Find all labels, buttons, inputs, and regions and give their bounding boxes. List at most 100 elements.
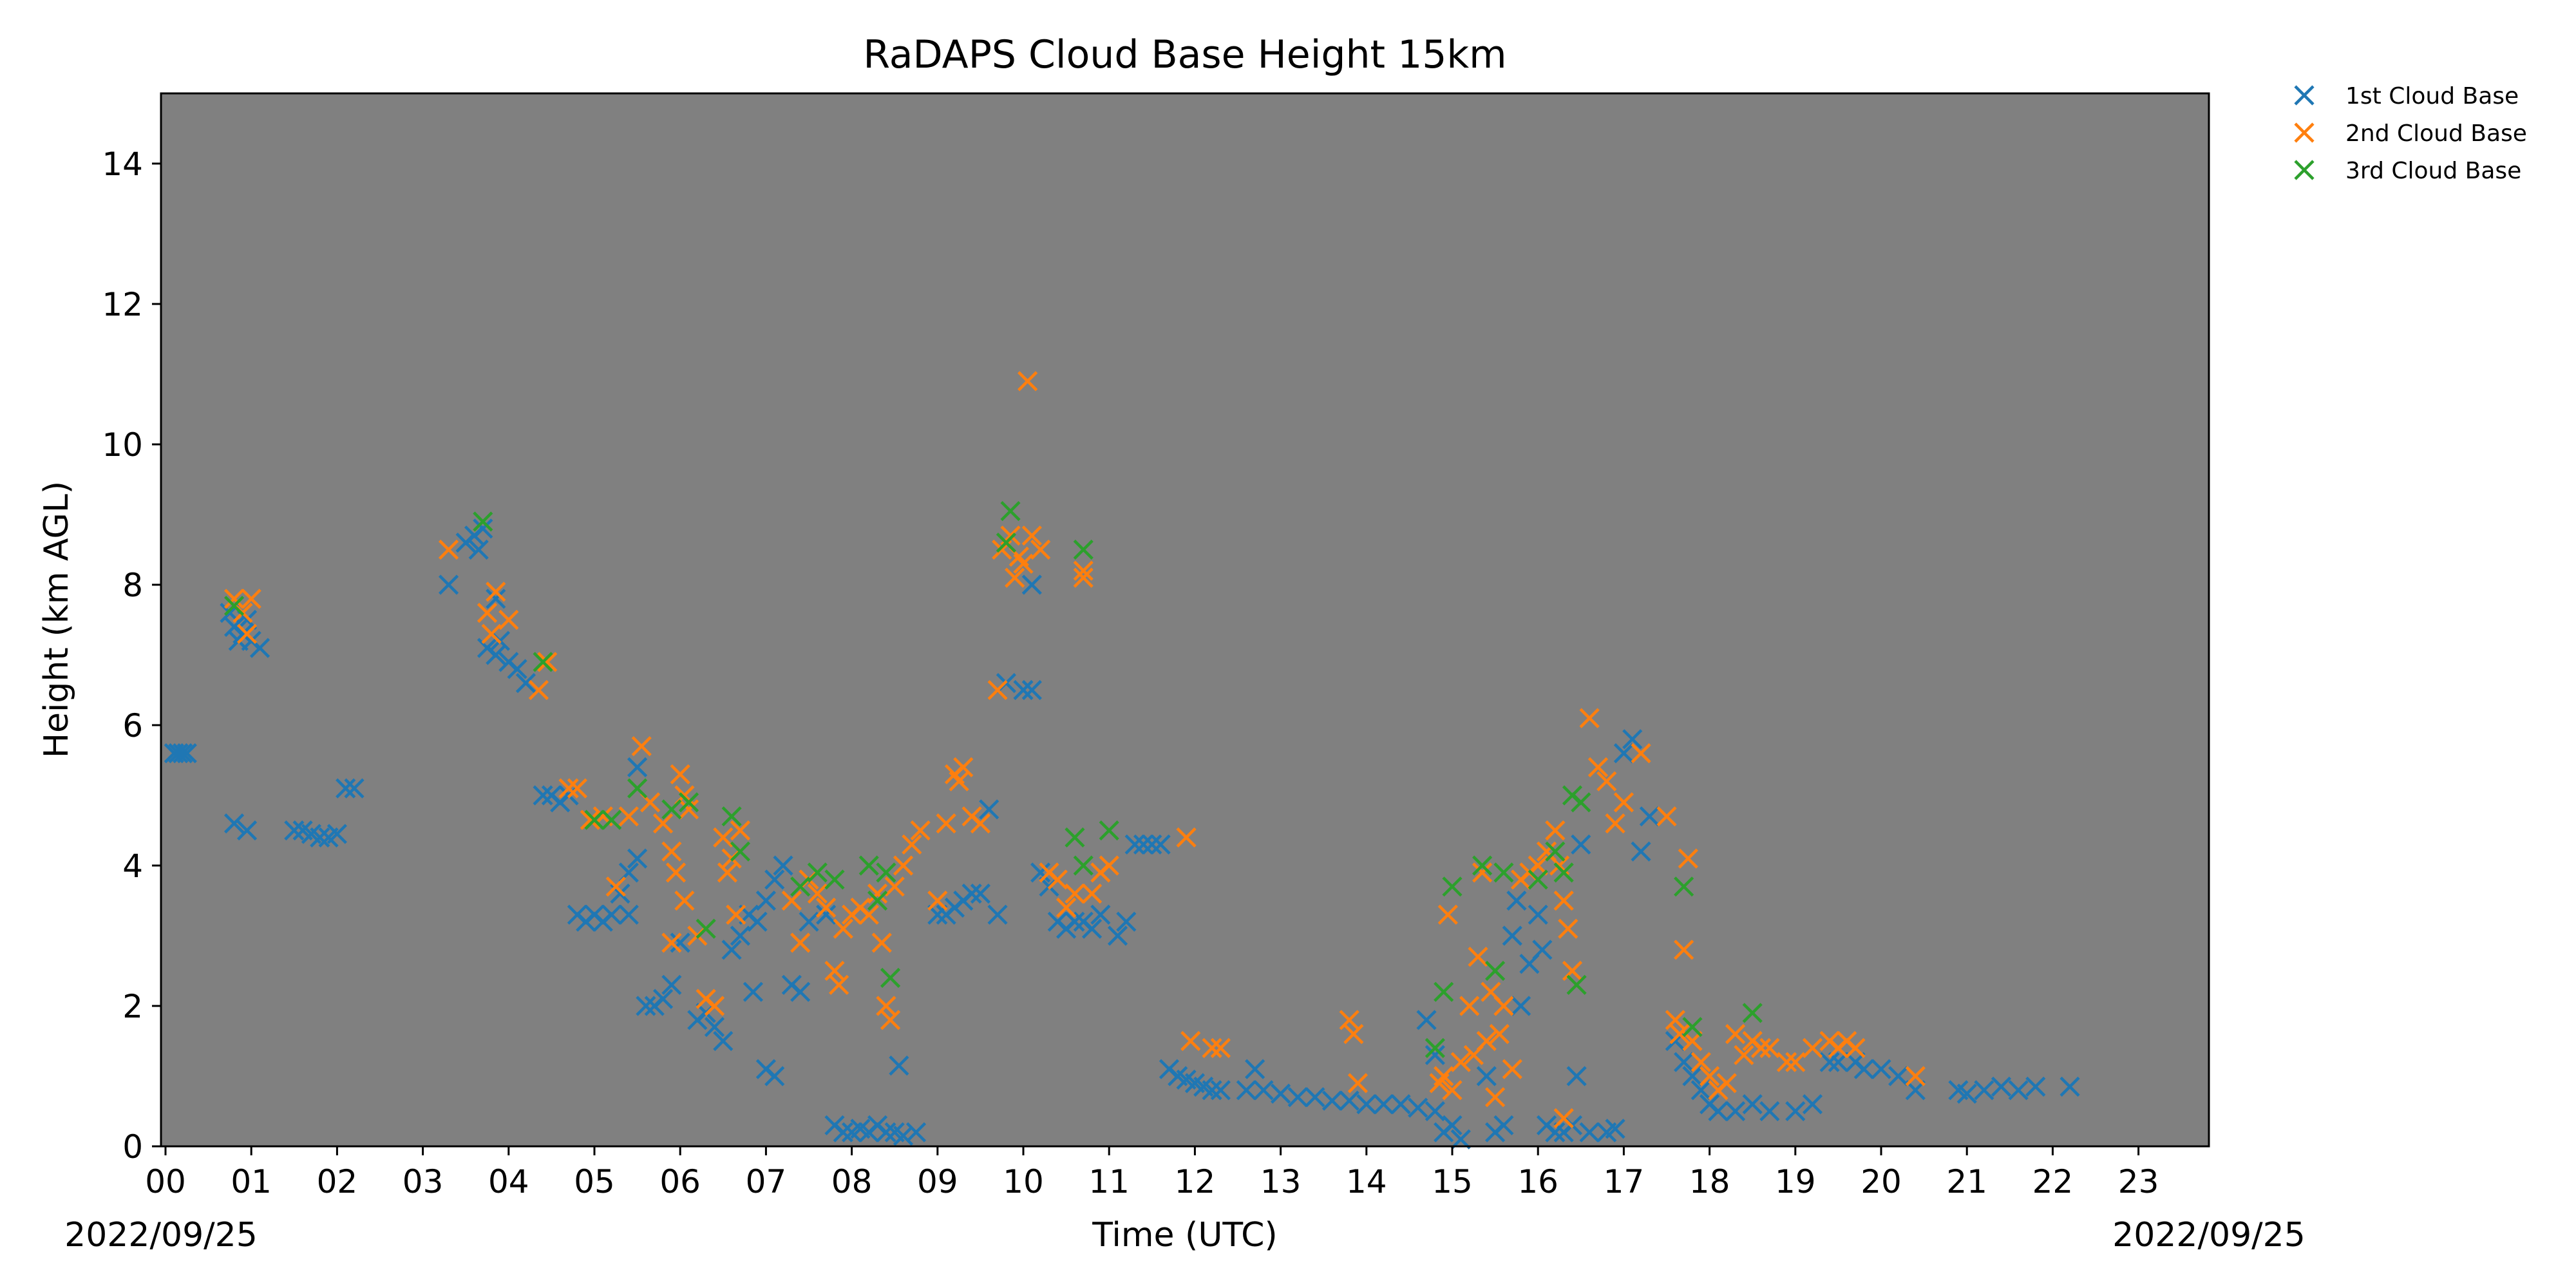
series-2-point	[953, 757, 974, 777]
series-2-point	[1656, 806, 1677, 827]
date-label-right: 2022/09/25	[2112, 1216, 2306, 1255]
series-1-point	[1819, 1052, 1840, 1072]
series-1-point	[1030, 862, 1051, 883]
series-3-point	[867, 890, 888, 911]
series-2-point	[987, 679, 1008, 701]
series-2-point	[833, 918, 853, 939]
series-2-point	[670, 764, 690, 784]
x-axis-ticks: 00 01 02 03 04 05 06 07 08 09 10 11 12 13 14 15 16 17 18 19…	[145, 1146, 2159, 1200]
series-1-point	[755, 890, 776, 911]
series-3-point	[721, 806, 742, 827]
series-2-point	[1081, 884, 1103, 904]
series-1-point	[601, 904, 622, 925]
series-1-point	[1253, 1080, 1274, 1101]
x-tick-label: 16	[1517, 1163, 1558, 1200]
series-2-point	[1558, 918, 1578, 939]
y-tick-label: 8	[122, 567, 143, 604]
series-2-point	[1700, 1066, 1720, 1086]
series-2-point	[661, 933, 682, 953]
x-tick-label: 08	[831, 1163, 873, 1200]
series-1-point	[168, 743, 189, 764]
series-1-point	[790, 981, 811, 1002]
series-2-point	[477, 603, 498, 623]
series-1-point	[1142, 834, 1162, 855]
series-2-point	[1180, 1030, 1201, 1052]
series-3-point	[696, 918, 716, 939]
series-2-point	[893, 855, 914, 876]
x-tick-label: 15	[1432, 1163, 1473, 1200]
series-3-point	[730, 841, 751, 862]
series-1-point	[1271, 1083, 1291, 1104]
series-1-point	[223, 813, 245, 834]
series-1-point	[1133, 834, 1154, 855]
series-1-point	[1639, 806, 1660, 827]
series-3-point	[1000, 500, 1021, 522]
series-1-point	[2060, 1076, 2080, 1097]
series-1-point	[1571, 834, 1591, 855]
series-1-point	[1081, 918, 1103, 939]
series-1-point	[1502, 925, 1522, 946]
x-tick-label: 12	[1175, 1163, 1216, 1200]
series-3-point	[1545, 841, 1566, 862]
series-1-point	[1442, 1115, 1463, 1135]
points-layer	[164, 371, 2080, 1150]
legend: 1st Cloud Base 2nd Cloud Base 3rd Cloud Ba…	[2294, 83, 2527, 184]
series-2-point	[1065, 884, 1085, 904]
x-tick-label: 13	[1260, 1163, 1302, 1200]
series-3-point	[627, 778, 648, 799]
series-1-point	[1107, 925, 1128, 946]
series-2-point	[528, 679, 549, 701]
series-3-point	[678, 792, 699, 813]
series-3-point	[1553, 862, 1574, 883]
series-1-point	[1416, 1010, 1437, 1030]
x-tick-label: 07	[746, 1163, 787, 1200]
series-1-point	[515, 673, 536, 694]
series-2-point	[1553, 890, 1574, 911]
series-2-point	[223, 589, 245, 609]
series-3-point	[880, 967, 901, 988]
series-2-point	[1493, 996, 1514, 1016]
series-1-point	[1528, 904, 1548, 925]
series-2-point	[567, 778, 587, 799]
series-1-point	[773, 855, 793, 876]
series-1-point	[627, 757, 648, 777]
series-3-point	[876, 862, 896, 883]
series-2-point	[902, 834, 922, 855]
x-tick-label: 00	[145, 1163, 186, 1200]
y-axis-label: Height (km AGL)	[37, 481, 76, 758]
series-3-point	[1434, 981, 1454, 1002]
series-1-point	[486, 645, 506, 665]
series-2-point	[717, 862, 738, 883]
series-1-point	[1124, 834, 1145, 855]
chart-title: RaDAPS Cloud Base Height 15km	[863, 32, 1506, 77]
series-2-point	[910, 820, 931, 841]
series-1-point	[1622, 729, 1643, 750]
series-1-point	[1605, 1119, 1625, 1139]
x-tick-label: 23	[2118, 1163, 2159, 1200]
series-2-point	[1018, 371, 1038, 392]
series-1-point	[1725, 1101, 1746, 1122]
series-1-point	[2025, 1076, 2046, 1097]
series-2-point	[936, 813, 956, 834]
y-tick-label: 2	[122, 988, 143, 1025]
series-1-point	[1631, 841, 1651, 862]
series-1-point	[905, 1122, 927, 1142]
series-1-point	[507, 659, 527, 679]
series-1-point	[1356, 1094, 1377, 1115]
series-2-point	[726, 904, 746, 925]
series-1-point	[799, 911, 819, 932]
series-2-point	[1750, 1037, 1772, 1058]
series-2-point	[438, 539, 459, 560]
series-1-point	[1759, 1101, 1780, 1122]
series-1-point	[627, 848, 648, 869]
series-2-point	[1690, 1052, 1711, 1072]
series-1-point	[1390, 1094, 1411, 1115]
series-3-point	[1493, 862, 1514, 883]
series-2-point	[1442, 1080, 1463, 1101]
series-2-point	[605, 876, 626, 897]
series-2-point	[713, 827, 734, 848]
series-1-point	[468, 539, 489, 560]
series-3-point	[807, 862, 828, 883]
series-1-point	[704, 1017, 725, 1037]
series-1-point	[1506, 890, 1527, 911]
